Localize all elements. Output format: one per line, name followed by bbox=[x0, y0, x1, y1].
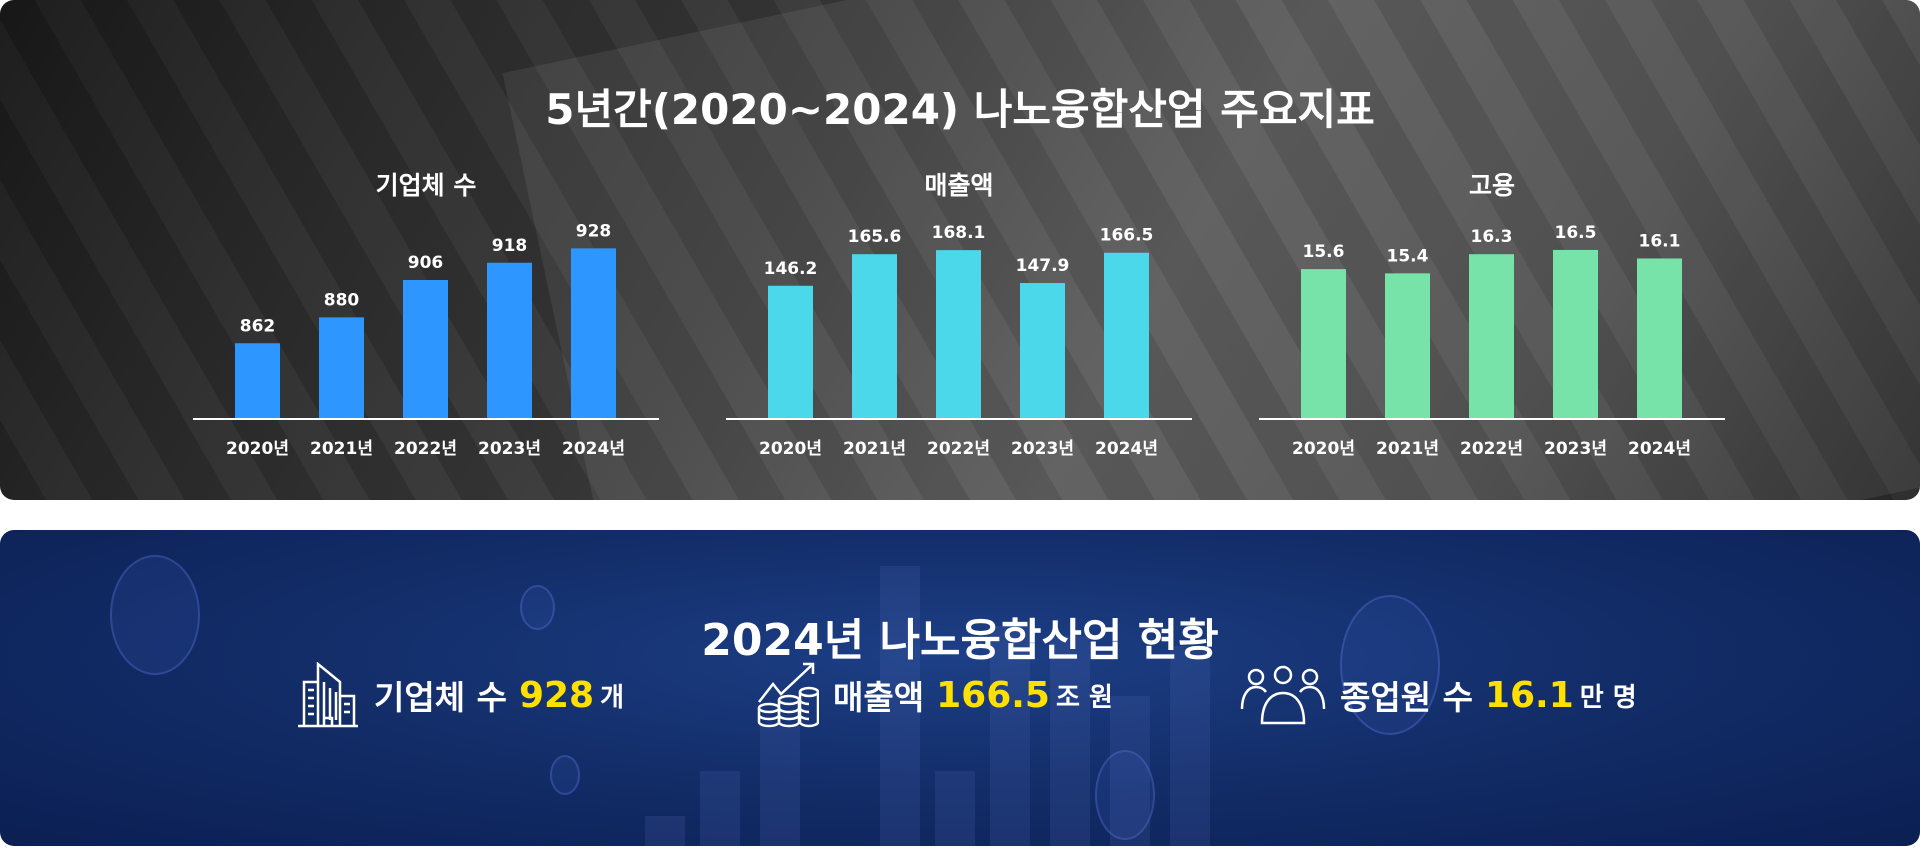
x-tick-label: 2021년 bbox=[843, 439, 906, 459]
x-tick-label: 2023년 bbox=[1544, 439, 1607, 459]
data-label: 15.4 bbox=[1387, 246, 1429, 266]
chart-companies: 862 2020년 880 2021년 906 2022년 918 2023년 928 2024년 bbox=[193, 221, 659, 459]
bar bbox=[1553, 249, 1598, 418]
x-tick-label: 2020년 bbox=[1292, 439, 1355, 459]
chart-title-employment: 고용 bbox=[1468, 171, 1515, 200]
building-icon bbox=[298, 662, 358, 728]
data-label: 146.2 bbox=[764, 259, 818, 279]
bar bbox=[936, 250, 981, 418]
stat-unit: 조 원 bbox=[1055, 682, 1113, 713]
x-tick-label: 2024년 bbox=[562, 439, 625, 459]
data-label: 16.1 bbox=[1639, 231, 1681, 251]
summary-panel bbox=[0, 530, 1920, 846]
stat-value: 16.1 bbox=[1484, 674, 1574, 716]
bar bbox=[1301, 269, 1346, 418]
chart-sales: 146.2 2020년 165.6 2021년 168.1 2022년 147.9 2023년… bbox=[726, 223, 1192, 459]
x-tick-label: 2021년 bbox=[1376, 439, 1439, 459]
bar bbox=[1385, 273, 1430, 418]
x-tick-label: 2023년 bbox=[1011, 439, 1074, 459]
bar bbox=[235, 343, 280, 418]
x-tick-label: 2024년 bbox=[1095, 439, 1158, 459]
data-label: 16.3 bbox=[1471, 227, 1513, 247]
x-tick-label: 2022년 bbox=[927, 439, 990, 459]
data-label: 15.6 bbox=[1303, 242, 1345, 262]
indicators-title: 5년간(2020~2024) 나노융합산업 주요지표 bbox=[545, 85, 1375, 134]
x-tick-label: 2022년 bbox=[1460, 439, 1523, 459]
stat-value: 928 bbox=[518, 674, 595, 716]
stat-companies: 기업체 수 928 개 bbox=[296, 662, 624, 728]
data-label: 862 bbox=[240, 316, 276, 336]
bar bbox=[852, 254, 897, 418]
stat-employees: 종업원 수 16.1 만 명 bbox=[1240, 665, 1637, 725]
bar bbox=[487, 262, 532, 418]
data-label: 906 bbox=[408, 253, 444, 273]
bar bbox=[1469, 254, 1514, 418]
chart-title-companies: 기업체 수 bbox=[375, 171, 477, 200]
summary-title: 2024년 나노융합산업 현황 bbox=[701, 615, 1219, 666]
people-group-icon bbox=[1240, 665, 1326, 725]
coins-growth-icon bbox=[757, 662, 819, 728]
data-label: 147.9 bbox=[1016, 256, 1070, 276]
data-label: 168.1 bbox=[932, 223, 986, 243]
data-label: 880 bbox=[324, 290, 360, 310]
bar bbox=[1020, 283, 1065, 418]
x-tick-label: 2022년 bbox=[394, 439, 457, 459]
x-tick-label: 2021년 bbox=[310, 439, 373, 459]
bar bbox=[319, 317, 364, 418]
x-tick-label: 2023년 bbox=[478, 439, 541, 459]
data-label: 166.5 bbox=[1100, 226, 1154, 246]
stat-label: 종업원 수 bbox=[1340, 678, 1473, 717]
data-label: 918 bbox=[492, 236, 528, 256]
stat-label: 매출액 bbox=[833, 678, 925, 717]
bar bbox=[1637, 258, 1682, 418]
stat-unit: 개 bbox=[600, 682, 625, 713]
stat-unit: 만 명 bbox=[1579, 682, 1637, 713]
x-tick-label: 2020년 bbox=[759, 439, 822, 459]
x-tick-label: 2020년 bbox=[226, 439, 289, 459]
stat-sales: 매출액 166.5 조 원 bbox=[755, 662, 1113, 728]
chart-employment: 15.6 2020년 15.4 2021년 16.3 2022년 16.5 2023년 16.1… bbox=[1259, 223, 1725, 459]
chart-title-sales: 매출액 bbox=[924, 171, 994, 200]
data-label: 16.5 bbox=[1555, 223, 1597, 243]
stat-value: 166.5 bbox=[936, 674, 1050, 716]
data-label: 165.6 bbox=[848, 227, 902, 247]
bar bbox=[1104, 252, 1149, 418]
data-label: 928 bbox=[576, 221, 612, 241]
bar bbox=[571, 248, 616, 418]
bar bbox=[403, 280, 448, 418]
stat-label: 기업체 수 bbox=[374, 678, 507, 717]
bar bbox=[768, 285, 813, 418]
x-tick-label: 2024년 bbox=[1628, 439, 1691, 459]
